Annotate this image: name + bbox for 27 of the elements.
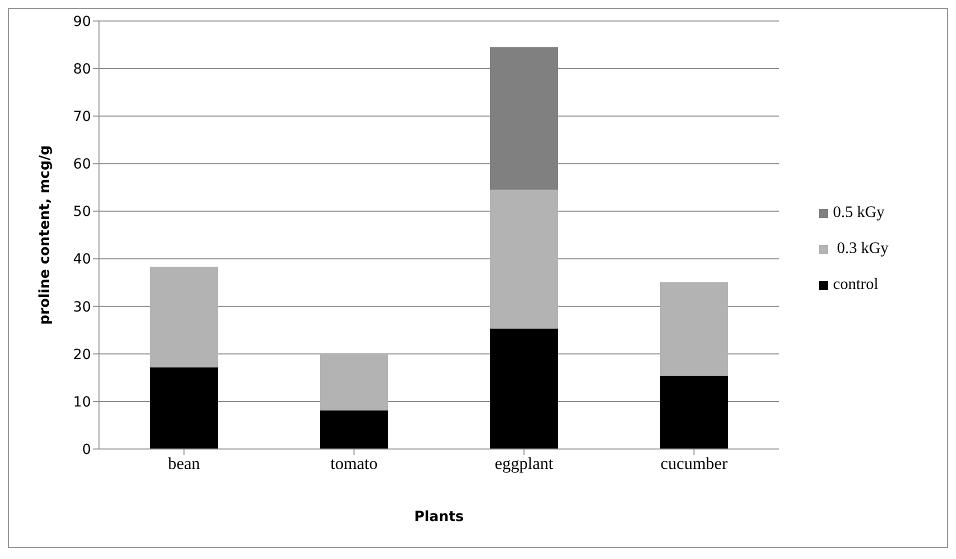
- bar: [490, 190, 558, 329]
- bar: [150, 367, 218, 449]
- y-tick-label: 20: [73, 346, 91, 363]
- y-tick-label: 90: [73, 14, 91, 30]
- y-axis-title: proline content, mcg/g: [36, 145, 53, 325]
- legend-label: 0.3 kGy: [836, 240, 889, 258]
- x-tick-label: cucumber: [660, 454, 728, 474]
- x-tick-label: bean: [168, 454, 201, 474]
- y-tick-label: 50: [73, 204, 91, 220]
- bar: [320, 410, 388, 449]
- y-tick-label: 80: [73, 62, 91, 78]
- y-tick-label: 30: [73, 299, 91, 316]
- y-tick-label: 40: [73, 252, 91, 268]
- y-tick-label: 60: [73, 156, 91, 173]
- bar: [150, 266, 218, 368]
- legend-label: 0.5 kGy: [833, 204, 885, 222]
- x-axis-title: Plants: [414, 509, 464, 525]
- x-tick-label: tomato: [330, 454, 378, 474]
- y-tick-label: 0: [82, 442, 91, 458]
- y-tick-label: 10: [73, 394, 91, 410]
- bar: [660, 282, 728, 376]
- bar: [320, 354, 388, 410]
- x-tick-label: eggplant: [494, 454, 554, 474]
- bar: [660, 376, 728, 449]
- bar: [490, 328, 558, 449]
- legend-label: control: [833, 276, 878, 294]
- y-tick-label: 70: [73, 109, 91, 126]
